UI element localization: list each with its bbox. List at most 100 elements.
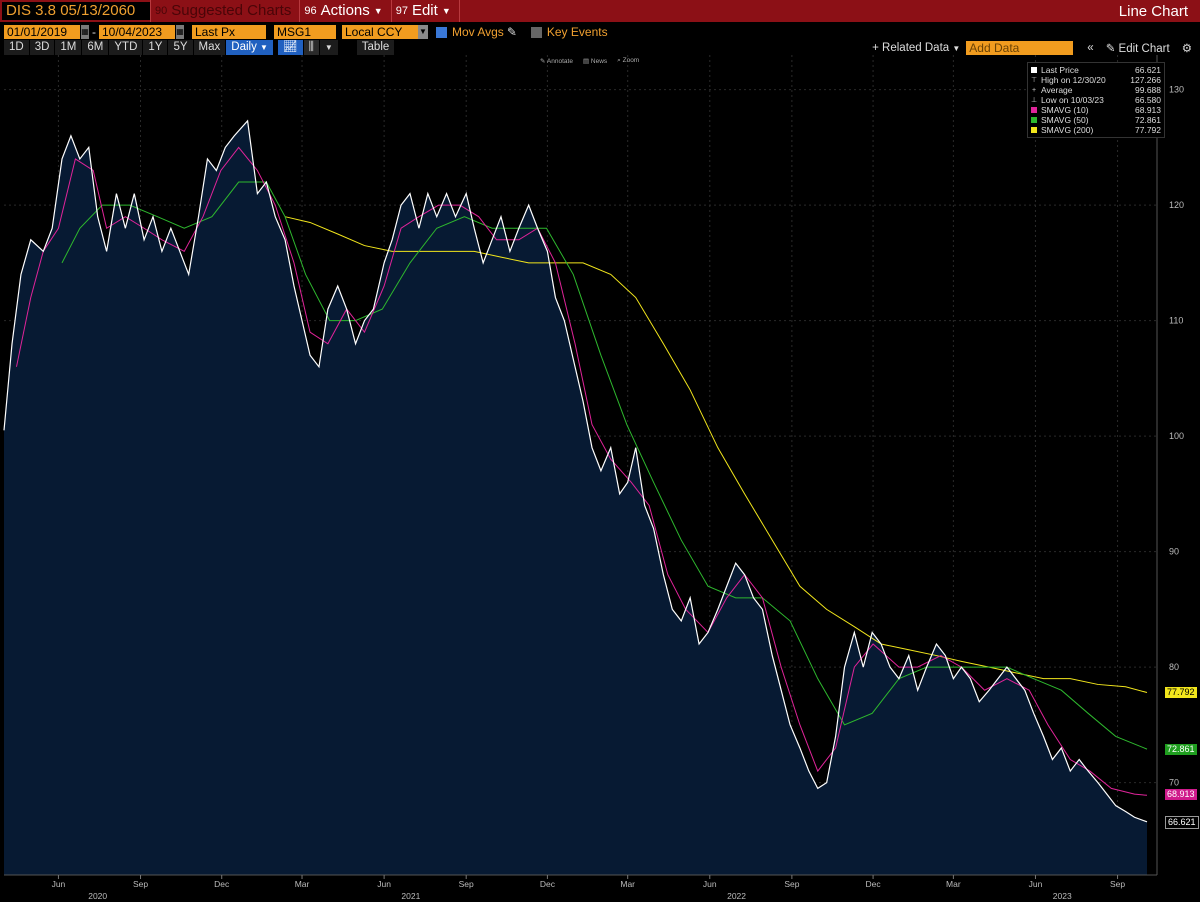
price-chart[interactable]: 70 80 90 100 110 120 130 Jun Sep Dec Mar Jun Sep Dec M… [0,55,1200,902]
gear-icon[interactable]: ⚙ [1181,42,1192,55]
pricing-source-field[interactable]: MSG1 [274,25,336,39]
series-line-last-price [3,119,1148,823]
table-button[interactable]: Table [356,40,395,55]
controls-bar: 01/01/2019 ▦ - 10/04/2023 ▦ Last Px MSG1… [0,24,1200,40]
edit-chart-button[interactable]: ✎ Edit Chart [1105,42,1170,55]
calendar-icon[interactable]: ▦ [81,25,89,39]
range-button-1m[interactable]: 1M [55,40,82,55]
checkbox-checked-icon [436,26,447,38]
legend-label: Average [1041,85,1073,95]
y-tick-label: 90 [1169,547,1179,557]
x-tick-label: Dec [540,879,556,889]
edit-menu[interactable]: 97 Edit ▼ [390,0,459,22]
x-tick-label: Jun [1029,879,1043,889]
frequency-label: Daily [231,41,257,53]
caret-down-icon: ▼ [441,6,451,16]
price-field-selector[interactable]: Last Px [192,25,266,39]
pencil-icon[interactable]: ✎ [506,25,517,39]
x-tick-label: Mar [295,879,310,889]
y-tick-label: 100 [1169,431,1184,441]
menu-number: 96 [304,5,317,17]
range-button-1y[interactable]: 1Y [143,40,168,55]
caret-down-icon[interactable]: ▼ [319,40,338,55]
key-events-label: Key Events [546,25,608,39]
related-data-button[interactable]: + Related Data ▼ [872,41,961,54]
low-marker-icon: ⊥ [1031,97,1038,104]
legend-swatch [1031,127,1037,133]
collapse-icon[interactable]: « [1087,41,1094,54]
range-toolbar: 1D 3D 1M 6M YTD 1Y 5Y Max Daily ▼ 📈︎ ⫼ ▼… [0,40,1200,55]
high-marker-icon: ⊤ [1031,77,1038,84]
chevron-down-icon[interactable]: ▼ [418,25,428,39]
legend-label: SMAVG (50) [1041,115,1089,125]
x-tick-label: Sep [784,879,799,889]
currency-selector[interactable]: Local CCY [342,25,418,39]
legend-value: 77.792 [1135,125,1161,135]
date-separator: - [92,25,96,39]
frequency-selector[interactable]: Daily ▼ [226,40,273,55]
x-year-label: 2023 [1053,891,1072,901]
menu-label: Edit [411,2,438,19]
legend-label: Last Price [1041,65,1079,75]
end-date-field[interactable]: 10/04/2023 [99,25,175,39]
zoom-tool[interactable]: ⌕ Zoom [617,57,640,64]
series-line-smavg-10 [16,146,1148,796]
bar-chart-icon[interactable]: ⫼ [303,40,319,55]
zoom-label: Zoom [622,57,640,64]
x-tick-label: Dec [214,879,230,889]
series-line-smavg-50 [61,181,1148,750]
series-line-smavg-200 [284,216,1148,694]
x-tick-label: Sep [1110,879,1125,889]
legend-row: Last Price 66.621 [1031,65,1161,75]
legend-value: 127.266 [1130,75,1161,85]
menu-label: Actions [320,2,370,19]
value-tag: 77.792 [1165,686,1197,698]
x-tick-label: Sep [459,879,474,889]
start-date-field[interactable]: 01/01/2019 [4,25,80,39]
legend-row: SMAVG (50) 72.861 [1031,115,1161,125]
chart-legend: Last Price 66.621 ⊤ High on 12/30/20 127.266… [1027,62,1165,138]
range-button-6m[interactable]: 6M [82,40,109,55]
chart-canvas[interactable]: 70 80 90 100 110 120 130 Jun Sep Dec Mar Jun Sep Dec M… [0,55,1200,902]
range-button-3d[interactable]: 3D [29,40,55,55]
legend-row: ⊥ Low on 10/03/23 66.580 [1031,95,1161,105]
related-data-area: + Related Data ▼ Add Data « ✎ Edit Chart… [866,40,1200,55]
legend-swatch [1031,117,1037,123]
caret-down-icon: ▼ [373,6,383,16]
line-chart-icon[interactable]: 📈︎ [277,40,303,55]
calendar-icon[interactable]: ▦ [176,25,184,39]
x-year-label: 2021 [401,891,420,901]
caret-down-icon: ▼ [952,43,961,53]
legend-label: High on 12/30/20 [1041,75,1106,85]
add-data-input[interactable]: Add Data [966,40,1074,55]
range-button-ytd[interactable]: YTD [109,40,143,55]
x-tick-label: Dec [866,879,882,889]
actions-menu[interactable]: 96 Actions ▼ [299,0,390,22]
security-ticker-field[interactable]: DIS 3.8 05/13/2060 [2,2,150,20]
caret-down-icon: ▼ [260,43,268,52]
key-events-toggle[interactable]: Key Events [530,25,608,39]
news-tool[interactable]: ▤ News [582,58,608,65]
annotation-toolbar: ✎ Annotate ▤ News ⌕ Zoom [540,57,639,65]
news-label: News [590,58,608,65]
x-tick-label: Sep [133,879,148,889]
value-tag: 72.861 [1165,743,1197,755]
x-tick-label: Jun [377,879,391,889]
x-tick-label: Mar [946,879,961,889]
average-marker-icon: + [1031,86,1037,94]
range-button-5y[interactable]: 5Y [168,40,193,55]
mov-avgs-label: Mov Avgs [452,25,504,39]
range-button-max[interactable]: Max [193,40,226,55]
price-area [4,120,1147,875]
legend-value: 99.688 [1135,85,1161,95]
chart-type-label: Line Chart [1118,2,1188,20]
legend-value: 66.580 [1135,95,1161,105]
range-button-1d[interactable]: 1D [4,40,29,55]
annotate-tool[interactable]: ✎ Annotate [540,58,573,65]
y-tick-label: 70 [1169,778,1179,788]
mov-avgs-toggle[interactable]: Mov Avgs ✎ [436,25,517,39]
legend-value: 66.621 [1135,65,1161,75]
annotate-label: Annotate [546,58,573,65]
menu-number: 97 [395,5,408,17]
suggested-charts-menu[interactable]: 90 Suggested Charts [150,0,299,22]
